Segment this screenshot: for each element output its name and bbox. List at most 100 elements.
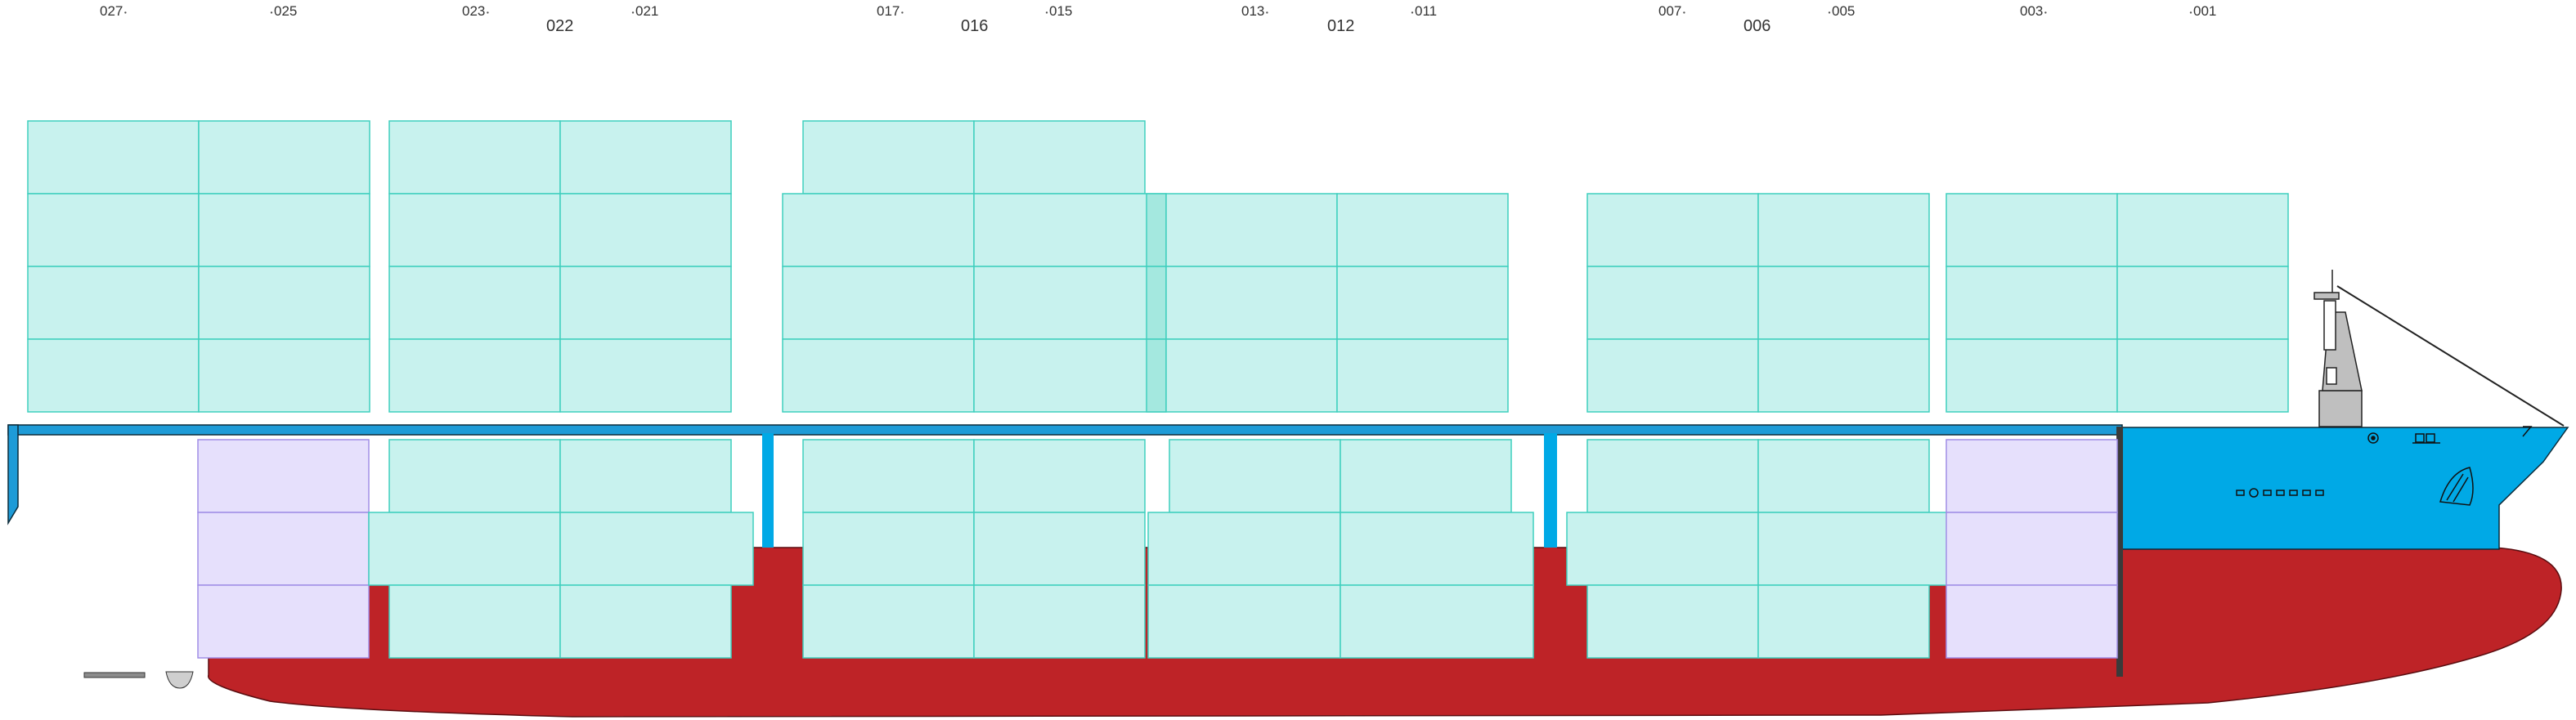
container (1147, 512, 1341, 586)
container (973, 120, 1146, 195)
bow-thruster-icon (2367, 432, 2379, 444)
container (1146, 338, 1167, 413)
container (973, 338, 1166, 413)
rudder-shoe (83, 672, 146, 678)
container (1586, 266, 1759, 340)
bay-label-006: 006 (1744, 17, 1770, 35)
container (1146, 193, 1167, 267)
bay-label-011: 011 (1415, 3, 1437, 19)
bay-tick-dot (631, 11, 635, 14)
container (388, 120, 561, 195)
container (1586, 338, 1759, 413)
bay-label-005: 005 (1832, 3, 1855, 19)
container (802, 512, 975, 586)
container (1586, 193, 1759, 267)
bay-label-017: 017 (877, 3, 900, 19)
container (1165, 266, 1338, 340)
container (27, 338, 200, 413)
container (1146, 266, 1167, 340)
bay-label-022: 022 (546, 17, 573, 35)
container (27, 266, 200, 340)
container (973, 266, 1166, 340)
bay-label-013: 013 (1241, 3, 1264, 19)
bridge-mast-icon (2313, 270, 2565, 427)
container-stacks (27, 120, 2289, 659)
bay-tick-dot (1411, 11, 1414, 14)
bay-tick-dot (2044, 11, 2047, 14)
container (559, 512, 754, 586)
bulbous-bow-icon (2439, 467, 2474, 506)
container (388, 584, 561, 659)
container (1757, 512, 1950, 586)
bay-label-023: 023 (462, 3, 485, 19)
container (1165, 338, 1338, 413)
reefer-container (197, 584, 370, 659)
container (1757, 338, 1930, 413)
bay-label-021: 021 (635, 3, 658, 19)
container (1586, 439, 1759, 513)
container (2116, 338, 2289, 413)
container (1340, 439, 1512, 513)
bay-tick-dot (1828, 11, 1831, 14)
container (1340, 512, 1534, 586)
container (802, 439, 975, 513)
bay-tick-dot (124, 11, 127, 14)
stern-details (83, 671, 194, 689)
bay-tick-dot (487, 11, 489, 14)
reefer-container (1945, 512, 2118, 586)
bay-label-001: 001 (2193, 3, 2216, 19)
bay-tick-dot (1683, 11, 1685, 14)
bay-tick-dot (270, 11, 273, 14)
bay-label-027: 027 (100, 3, 123, 19)
container (1165, 193, 1338, 267)
reefer-container (1945, 439, 2118, 513)
container (198, 193, 370, 267)
main-deck (7, 424, 2123, 525)
bay-tick-dot (901, 11, 904, 14)
bay-tick-dot (1045, 11, 1048, 14)
container (198, 120, 370, 195)
bay-label-015: 015 (1049, 3, 1072, 19)
hold-bulkheads (762, 427, 2123, 677)
container (368, 512, 561, 586)
bay-label-025: 025 (274, 3, 297, 19)
container (2116, 193, 2289, 267)
container (973, 439, 1146, 513)
bay-labels-main: 022 016 012 006 (546, 17, 1770, 35)
container (973, 512, 1146, 586)
reefer-container (197, 512, 370, 586)
reefer-container (1945, 584, 2118, 659)
container (388, 266, 561, 340)
container (559, 193, 732, 267)
reefer-container (197, 439, 370, 513)
container (27, 120, 200, 195)
container (198, 338, 370, 413)
container (782, 338, 975, 413)
container (1586, 584, 1759, 659)
container (973, 193, 1166, 267)
container (973, 584, 1146, 659)
container (802, 120, 975, 195)
container (559, 439, 732, 513)
container (1945, 193, 2118, 267)
bay-label-007: 007 (1658, 3, 1681, 19)
container (559, 266, 732, 340)
container (1169, 439, 1341, 513)
container (1336, 338, 1509, 413)
container (1757, 584, 1930, 659)
container (559, 338, 732, 413)
container (782, 266, 975, 340)
bay-tick-dot (2189, 11, 2192, 14)
container (1945, 266, 2118, 340)
container (2116, 266, 2289, 340)
bow-fittings (2236, 426, 2533, 506)
container (1336, 266, 1509, 340)
container (1336, 193, 1509, 267)
container (1757, 439, 1930, 513)
bay-tick-dot (1266, 11, 1268, 14)
container (1340, 584, 1534, 659)
bay-label-003: 003 (2020, 3, 2043, 19)
stern-propeller-icon (165, 671, 194, 689)
hull-bow-upper (2121, 427, 2569, 550)
